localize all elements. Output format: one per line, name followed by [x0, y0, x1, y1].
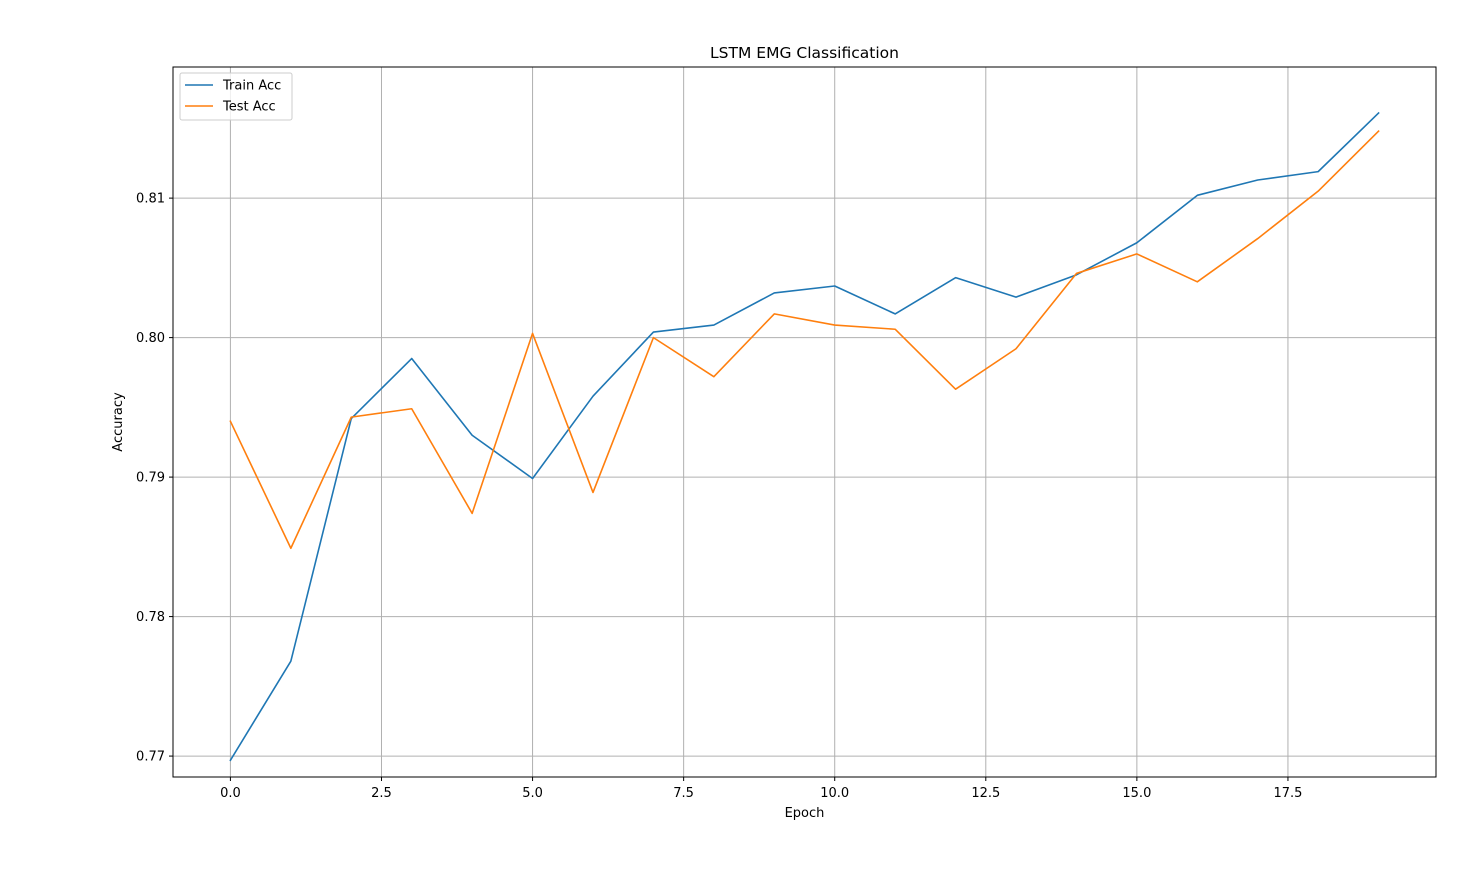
- y-tick-label: 0.81: [136, 192, 165, 207]
- x-axis-label: Epoch: [785, 806, 825, 821]
- grid-lines: [173, 67, 1436, 777]
- series-line-train-acc: [229, 111, 1380, 762]
- y-tick-label: 0.77: [136, 750, 165, 765]
- chart-title: LSTM EMG Classification: [710, 44, 899, 62]
- x-tick-label: 7.5: [673, 786, 694, 801]
- x-tick-label: 2.5: [371, 786, 392, 801]
- x-tick-label: 15.0: [1122, 786, 1151, 801]
- series-line-test-acc: [229, 130, 1380, 550]
- series-lines: [229, 111, 1380, 762]
- legend: Train Acc Test Acc: [179, 72, 293, 121]
- legend-label: Test Acc: [222, 100, 276, 115]
- x-tick-label: 0.0: [220, 786, 241, 801]
- y-axis-ticks: 0.77 0.78 0.79 0.80 0.81: [136, 192, 173, 765]
- x-tick-label: 17.5: [1273, 786, 1302, 801]
- x-tick-label: 10.0: [820, 786, 849, 801]
- x-tick-label: 5.0: [522, 786, 543, 801]
- x-axis-ticks: 0.0 2.5 5.0 7.5 10.0 12.5 15.0 17.5: [220, 777, 1302, 801]
- x-tick-label: 12.5: [971, 786, 1000, 801]
- legend-label: Train Acc: [222, 79, 281, 94]
- y-tick-label: 0.78: [136, 610, 165, 625]
- y-axis-label: Accuracy: [111, 392, 126, 452]
- plot-frame: [172, 66, 1437, 778]
- y-tick-label: 0.79: [136, 471, 165, 486]
- y-tick-label: 0.80: [136, 331, 165, 346]
